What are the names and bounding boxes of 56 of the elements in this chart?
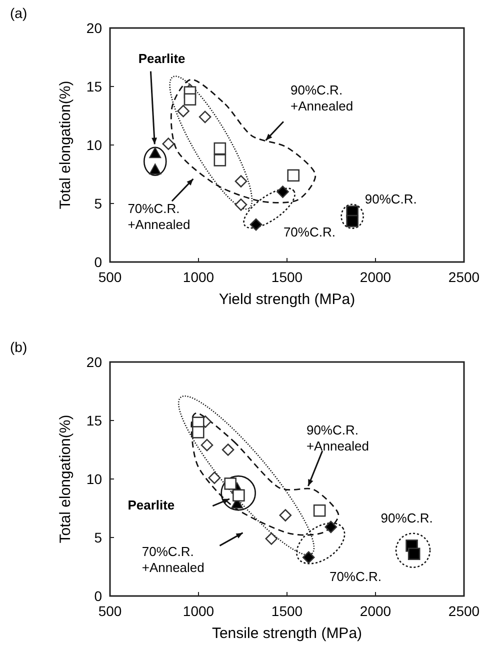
point: [279, 509, 292, 522]
annotation: 90%C.R. +Annealed: [290, 82, 354, 114]
point: [162, 138, 175, 150]
x-tick-label: 1500: [271, 269, 303, 285]
point: [214, 142, 226, 155]
point: [149, 164, 162, 174]
y-tick-label: 0: [94, 588, 102, 604]
point: [324, 520, 338, 534]
point: [184, 93, 196, 106]
annotation: 90%C.R.: [364, 192, 417, 206]
point: [265, 532, 278, 545]
annotation: Pearlite: [138, 51, 186, 66]
point: [214, 154, 226, 166]
y-tick-label: 0: [94, 254, 102, 270]
chart-title: (a): [10, 5, 28, 21]
point: [234, 175, 248, 188]
annotation: 70%C.R. +Annealed: [142, 544, 204, 576]
x-axis-title: Yield strength (MPa): [218, 291, 356, 308]
point: [208, 472, 221, 484]
point: [287, 169, 300, 182]
x-tick-label: 2500: [448, 269, 480, 285]
y-axis-title: Total elongation(%): [57, 80, 74, 210]
x-tick-label: 500: [98, 269, 122, 285]
point: [250, 218, 262, 231]
point: [234, 198, 248, 211]
x-tick-label: 1500: [271, 603, 303, 619]
y-tick-label: 10: [86, 470, 102, 487]
x-tick-label: 2000: [360, 603, 392, 619]
annotation: 90%C.R.: [380, 510, 433, 526]
y-axis-title: Total elongation(%): [57, 414, 74, 544]
annotation: 70%C.R.: [283, 224, 336, 240]
chart-title: (b): [10, 339, 28, 355]
x-axis-title: Tensile strength (MPa): [212, 625, 362, 642]
x-tick-label: 1000: [182, 269, 214, 285]
y-tick-label: 5: [94, 529, 102, 546]
point: [192, 426, 204, 438]
point: [302, 551, 315, 564]
x-tick-label: 1000: [182, 603, 214, 619]
x-tick-label: 2500: [448, 603, 480, 619]
y-tick-label: 10: [86, 136, 102, 153]
point: [276, 186, 289, 198]
x-tick-label: 2000: [360, 269, 392, 285]
annotation: 70%C.R.: [329, 568, 382, 584]
point: [313, 504, 326, 517]
point: [222, 444, 234, 456]
y-tick-label: 20: [86, 20, 102, 36]
annotation: 90%C.R. +Annealed: [306, 422, 369, 454]
y-tick-label: 15: [86, 412, 102, 428]
y-tick-label: 5: [94, 195, 102, 212]
annotation: 70%C.R. +Annealed: [128, 200, 190, 232]
x-tick-label: 500: [98, 603, 122, 619]
annotation: Pearlite: [128, 497, 175, 512]
point: [224, 478, 237, 490]
point: [149, 147, 162, 158]
y-tick-label: 20: [86, 354, 102, 370]
y-tick-label: 15: [86, 78, 102, 94]
